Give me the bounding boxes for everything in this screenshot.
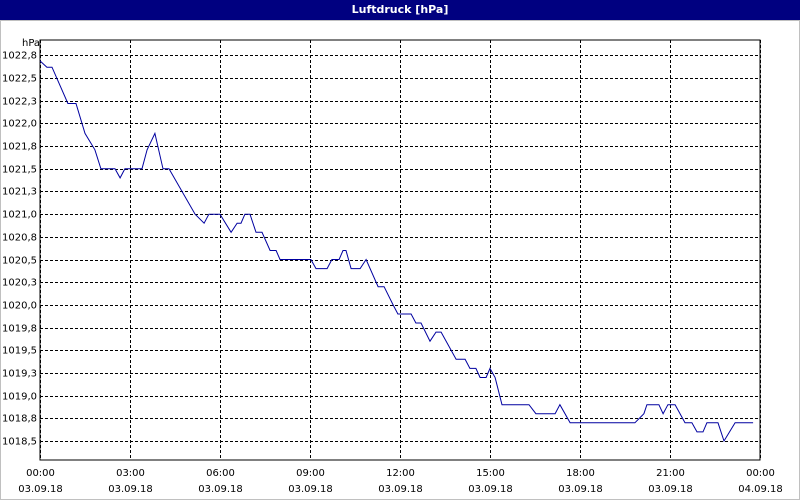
x-tick-label: 00:00: [26, 468, 55, 479]
y-tick-label: 1020,0: [2, 301, 37, 312]
x-tick-date: 03.09.18: [288, 484, 333, 495]
x-tick-date: 03.09.18: [378, 484, 423, 495]
y-tick-label: 1019,8: [2, 324, 37, 335]
x-tick-label: 21:00: [656, 468, 685, 479]
pressure-line: [39, 60, 754, 443]
x-tick-label: 06:00: [206, 468, 235, 479]
y-tick-label: 1022,8: [2, 51, 37, 62]
y-tick-label: 1022,5: [2, 74, 37, 85]
y-tick-label: 1021,5: [2, 165, 37, 176]
x-tick-label: 18:00: [566, 468, 595, 479]
y-tick-label: 1020,5: [2, 256, 37, 267]
y-tick-label: 1021,8: [2, 142, 37, 153]
x-tick-date: 03.09.18: [18, 484, 63, 495]
y-tick-label: 1019,3: [2, 369, 37, 380]
y-tick-label: 1018,5: [2, 437, 37, 448]
title-bar: [0, 0, 800, 20]
y-tick-label: 1022,0: [2, 119, 37, 130]
x-tick-date: 03.09.18: [558, 484, 603, 495]
y-tick-label: 1020,8: [2, 233, 37, 244]
x-tick-label: 12:00: [386, 468, 415, 479]
chart-title: Luftdruck [hPa]: [352, 3, 449, 16]
y-tick-label: 1021,3: [2, 187, 37, 198]
x-tick-label: 00:00: [746, 468, 775, 479]
x-tick-date: 04.09.18: [738, 484, 783, 495]
x-tick-date: 03.09.18: [198, 484, 243, 495]
x-tick-label: 09:00: [296, 468, 325, 479]
y-tick-label: 1022,3: [2, 97, 37, 108]
y-tick-label: 1018,8: [2, 414, 37, 425]
y-tick-label: 1019,5: [2, 346, 37, 357]
x-tick-date: 03.09.18: [648, 484, 693, 495]
y-tick-label: 1019,0: [2, 392, 37, 403]
x-tick-date: 03.09.18: [108, 484, 153, 495]
y-tick-label: 1020,3: [2, 278, 37, 289]
y-tick-label: 1021,0: [2, 210, 37, 221]
y-axis-label: hPa: [22, 38, 40, 49]
x-tick-label: 03:00: [116, 468, 145, 479]
x-tick-label: 15:00: [476, 468, 505, 479]
x-tick-date: 03.09.18: [468, 484, 513, 495]
